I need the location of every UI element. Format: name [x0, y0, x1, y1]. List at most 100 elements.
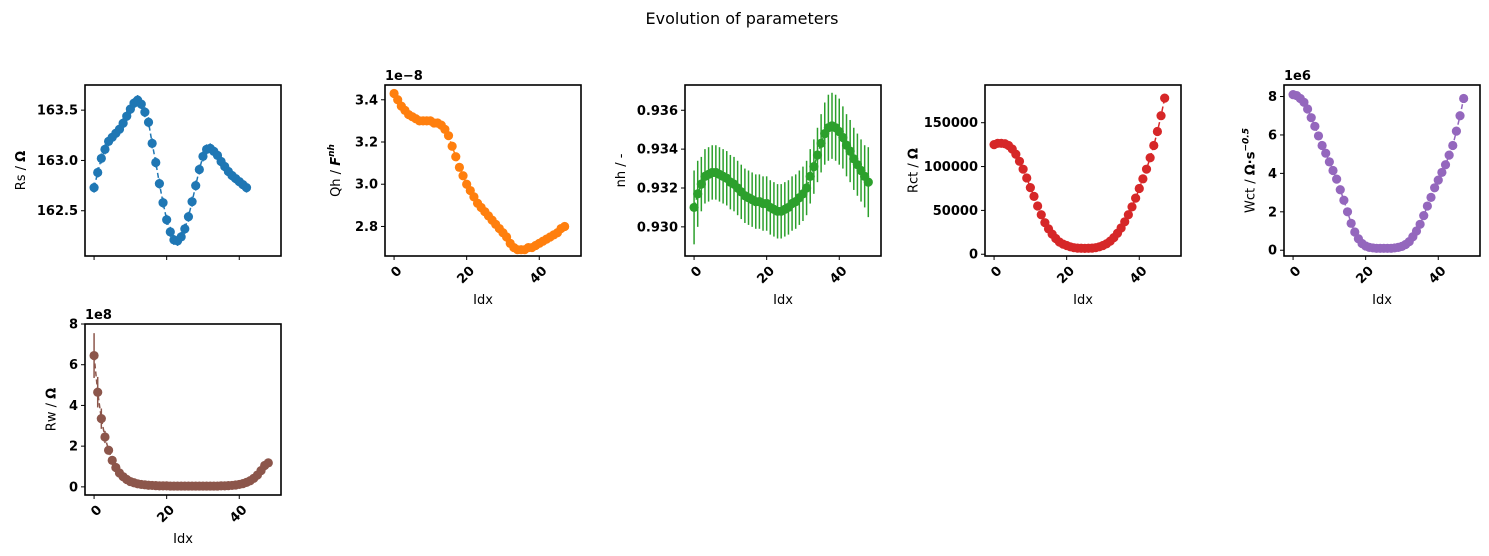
data-point	[187, 197, 197, 207]
data-point	[805, 171, 815, 181]
x-tick-label: 0	[988, 264, 1005, 281]
data-point	[191, 180, 201, 191]
data-point	[809, 162, 819, 172]
data-point	[1433, 175, 1443, 185]
y-tick-label: 0	[969, 248, 978, 263]
y-tick-label: 163.0	[37, 154, 78, 169]
data-point	[458, 171, 468, 181]
data-point	[1346, 218, 1356, 228]
data-point	[176, 232, 186, 242]
plot-area-Rct	[989, 93, 1170, 253]
x-tick-label: 40	[1426, 264, 1449, 287]
data-point	[1422, 201, 1432, 211]
x-tick-label: 20	[755, 264, 778, 287]
axes-frame-Wct	[1283, 84, 1481, 257]
y-tick-label: 4	[1268, 167, 1277, 182]
data-point	[812, 150, 823, 160]
subplot-Qh: 2.8 3.0 3.2 3.4 0 20 40 Idx Qh / Fnh 1e−8	[327, 69, 582, 308]
axes-frame-Qh	[384, 84, 582, 257]
y-tick-label: 0	[1268, 244, 1277, 259]
y-tick-label: 4	[69, 399, 78, 414]
x-tick-label: 20	[155, 503, 178, 526]
data-point	[1036, 210, 1046, 220]
y-tick-label: 150000	[924, 116, 978, 131]
subplot-Rw: 0 2 4 6 8 0 20 40 Idx Rw / Ω 1e8	[44, 308, 282, 547]
data-point	[1029, 191, 1039, 201]
data-point	[1448, 140, 1458, 151]
data-point	[1451, 126, 1462, 136]
data-point	[180, 224, 190, 234]
data-point	[560, 221, 570, 232]
subplot-Wct: 0 2 4 6 8 0 20 40 Idx Wct / Ω⋅s−0.5 1e6	[1241, 69, 1481, 308]
y-tick-label: 0.934	[637, 143, 678, 158]
subplot-nh: 0.930 0.932 0.934 0.936 0 20 40 Idx nh / -	[614, 84, 882, 308]
data-point	[1018, 164, 1028, 174]
data-point	[1335, 185, 1345, 195]
x-axis-label: Idx	[173, 532, 193, 547]
data-point	[1317, 140, 1327, 151]
data-point	[1324, 157, 1334, 167]
data-point	[136, 99, 146, 109]
axis-offset-label: 1e−8	[385, 69, 423, 84]
figure-title: Evolution of parameters	[646, 9, 839, 28]
data-point	[1131, 193, 1141, 203]
data-point	[1014, 156, 1025, 166]
y-tick-label: 3.4	[355, 93, 378, 108]
data-point	[1437, 167, 1447, 178]
y-tick-label: 2	[69, 440, 78, 455]
x-tick-label: 20	[455, 264, 478, 287]
data-point	[194, 164, 204, 175]
data-point	[1430, 183, 1440, 193]
plot-area-Rw	[89, 333, 273, 491]
y-axis-label: nh / -	[614, 153, 629, 187]
y-tick-label: 0.932	[637, 181, 678, 196]
data-point	[1022, 173, 1032, 183]
data-point	[1120, 217, 1130, 227]
data-point	[107, 455, 117, 465]
data-point	[89, 350, 99, 361]
data-point	[1145, 153, 1155, 163]
plot-area-nh	[689, 92, 873, 245]
data-point	[696, 179, 706, 189]
data-point	[93, 387, 103, 397]
x-axis-label: Idx	[773, 293, 793, 308]
data-point	[1321, 148, 1331, 158]
data-point	[1332, 174, 1342, 184]
data-point	[1350, 227, 1360, 237]
data-point	[162, 215, 172, 225]
y-tick-label: 50000	[933, 204, 978, 219]
y-tick-label: 2	[1268, 205, 1277, 220]
data-point	[183, 212, 194, 222]
data-point	[1426, 192, 1436, 202]
x-tick-label: 0	[88, 503, 105, 520]
x-tick-label: 20	[1354, 264, 1377, 287]
y-tick-label: 162.5	[37, 204, 78, 219]
subplot-Rct: 0 50000 100000 150000 0 20 40 Idx Rct / Ω	[906, 84, 1182, 308]
data-point	[96, 414, 106, 424]
x-tick-label: 40	[227, 503, 250, 526]
data-point	[447, 141, 457, 151]
data-point	[158, 198, 168, 208]
y-tick-label: 2.8	[355, 220, 378, 235]
data-point	[838, 132, 848, 143]
data-point	[151, 157, 161, 168]
data-point	[1440, 160, 1451, 170]
data-point	[1299, 97, 1309, 107]
data-point	[1306, 113, 1316, 123]
axes-frame-nh	[684, 84, 882, 257]
data-point	[1444, 150, 1454, 160]
data-point	[689, 202, 699, 213]
data-point	[1134, 183, 1144, 194]
axis-offset-label: 1e6	[1284, 69, 1311, 84]
x-axis-label: Idx	[1372, 293, 1392, 308]
y-tick-label: 8	[1268, 90, 1277, 105]
x-tick-label: 40	[1127, 264, 1150, 287]
data-point	[454, 162, 465, 172]
data-point	[1127, 202, 1137, 212]
data-point	[263, 458, 273, 468]
y-axis-label: Rw / Ω	[44, 388, 59, 431]
data-point	[451, 152, 461, 162]
plot-area-Qh	[389, 88, 570, 255]
